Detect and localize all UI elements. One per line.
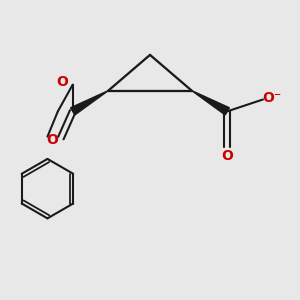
Polygon shape (192, 91, 230, 115)
Text: O: O (56, 75, 68, 88)
Text: O⁻: O⁻ (262, 91, 281, 105)
Text: O: O (221, 149, 233, 163)
Text: O: O (46, 133, 58, 147)
Polygon shape (70, 91, 108, 115)
